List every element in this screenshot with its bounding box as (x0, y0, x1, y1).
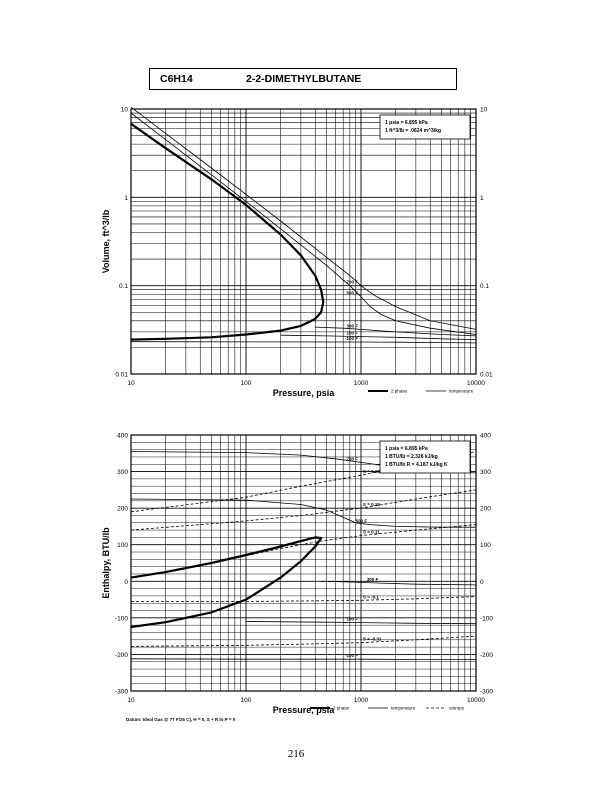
enthalpy-x-tick-label: 10000 (467, 697, 485, 704)
enthalpy-y-tick-label: 200 (117, 506, 128, 513)
enthalpy-y-tick-label-right: -100 (480, 615, 493, 622)
enthalpy-x-tick-label: 10 (127, 697, 135, 704)
enthalpy-y-tick-label: -100 (115, 615, 128, 622)
volume-legend-label: temperature (449, 389, 474, 394)
enthalpy-y-tick-label: -300 (115, 689, 128, 696)
volume-conversion-line: 1 psia = 6.895 kPa (385, 120, 428, 126)
enthalpy-legend-label: entropy (449, 706, 465, 711)
volume-y-tick-label-right: 0.1 (480, 283, 489, 290)
volume-y-tick-label-right: 10 (480, 107, 488, 114)
chemical-formula: C6H14 (160, 73, 193, 85)
enthalpy-pressure-chart: 10 100 1000 10000-300-200-1000100200300400-… (101, 433, 493, 723)
enthalpy-y-tick-label-right: 100 (480, 542, 491, 549)
volume-isotherm-label: 500 F (346, 291, 358, 296)
enthalpy-isotherm-line (130, 658, 476, 660)
enthalpy-entropy-label: S = 0.28 (363, 469, 380, 474)
enthalpy-legend-label: 2 phase (333, 706, 350, 711)
enthalpy-entropy-label: S = 0.16 (363, 502, 380, 507)
volume-pressure-chart: 10 100 1000 100000.010.11100.010.1110Pressu… (101, 106, 493, 399)
enthalpy-two-phase-envelope (130, 536, 323, 629)
enthalpy-y-tick-label: 100 (117, 542, 128, 549)
enthalpy-x-tick-label: 1000 (354, 697, 369, 704)
enthalpy-y-tick-label-right: -200 (480, 652, 493, 659)
enthalpy-y-tick-label-right: 400 (480, 433, 491, 440)
enthalpy-isotherm-label: 100 F (346, 617, 358, 622)
volume-isotherm-line (280, 334, 477, 340)
enthalpy-isotherm-label: -100 F (345, 653, 358, 658)
enthalpy-isotherm-line (130, 498, 476, 528)
enthalpy-entropy-label: S = -0.31 (363, 637, 382, 642)
enthalpy-y-tick-label-right: 300 (480, 469, 491, 476)
volume-isotherm-line (130, 341, 477, 344)
volume-isotherm-line (130, 112, 477, 335)
enthalpy-plot-frame (130, 434, 477, 692)
enthalpy-y-tick-label: 0 (124, 579, 128, 586)
volume-legend-label: 2 phase (391, 389, 408, 394)
volume-isotherm-label: 100 F (346, 331, 358, 336)
volume-y-tick-label-right: 1 (480, 195, 484, 202)
volume-isotherm-line (130, 106, 477, 330)
enthalpy-y-tick-label: 400 (117, 433, 128, 440)
page-number: 216 (287, 748, 305, 760)
enthalpy-entropy-label: S = 0.11 (363, 530, 380, 535)
enthalpy-isotherm-line (245, 621, 477, 625)
compound-name: 2-2-DIMETHYLBUTANE (246, 73, 362, 85)
enthalpy-entropy-line (130, 635, 477, 647)
enthalpy-y-tick-label: -200 (115, 652, 128, 659)
volume-conversion-line: 1 ft^3/lb = .0624 m^3/kg (385, 128, 441, 134)
enthalpy-y-tick-label-right: -300 (480, 689, 493, 696)
enthalpy-isotherm-label: 300 F (367, 577, 379, 582)
volume-plot-frame (130, 108, 477, 375)
chart-header-box: C6H14 2-2-DIMETHYLBUTANE (149, 68, 457, 90)
volume-two-phase-envelope (130, 122, 325, 341)
enthalpy-y-tick-label: 300 (117, 469, 128, 476)
enthalpy-entropy-line (131, 596, 477, 602)
volume-isotherm-label: 700 F (346, 280, 358, 285)
enthalpy-entropy-line (245, 524, 477, 557)
enthalpy-isotherm-label: 500 F (356, 519, 368, 524)
enthalpy-conversion-line: 1 BTU/lb = 2.326 kJ/kg (385, 454, 438, 460)
enthalpy-legend-label: temperature (391, 706, 416, 711)
volume-x-tick-label: 100 (241, 380, 252, 387)
volume-x-tick-label: 10000 (467, 380, 485, 387)
volume-y-tick-label: 0.1 (119, 283, 128, 290)
enthalpy-isotherm-label: 700 F (346, 456, 358, 461)
enthalpy-x-axis-label: Pressure, psia (273, 705, 336, 715)
enthalpy-conversion-line: 1 BTU/lb R = 4.187 kJ/kg K (385, 462, 448, 468)
enthalpy-x-tick-label: 100 (241, 697, 252, 704)
volume-x-axis-label: Pressure, psia (273, 388, 336, 398)
enthalpy-isotherm-line (321, 580, 477, 586)
volume-y-tick-label-right: 0.01 (480, 372, 493, 379)
volume-y-tick-label: 1 (124, 195, 128, 202)
enthalpy-y-tick-label-right: 0 (480, 579, 484, 586)
volume-isotherm-line (315, 326, 477, 337)
volume-x-tick-label: 10 (127, 380, 135, 387)
enthalpy-entropy-label: S = -0.1 (363, 594, 379, 599)
volume-y-tick-label: 0.01 (115, 372, 128, 379)
enthalpy-conversion-line: 1 psia = 6.895 kPa (385, 446, 428, 452)
volume-isotherm-label: 300 F (346, 323, 358, 328)
enthalpy-y-tick-label-right: 200 (480, 506, 491, 513)
volume-y-tick-label: 10 (121, 107, 129, 114)
enthalpy-conversion-box (379, 440, 471, 474)
volume-y-axis-label: Volume, ft^3/lb (101, 209, 111, 273)
enthalpy-footnote: Datum: Ideal Gas @ 77 F/25 C), H = 0, S … (126, 717, 236, 722)
volume-x-tick-label: 1000 (354, 380, 369, 387)
volume-isotherm-label: -100 F (345, 336, 358, 341)
enthalpy-y-axis-label: Enthalpy, BTU/lb (101, 527, 111, 599)
enthalpy-entropy-line (130, 489, 477, 531)
volume-conversion-box (379, 114, 471, 140)
